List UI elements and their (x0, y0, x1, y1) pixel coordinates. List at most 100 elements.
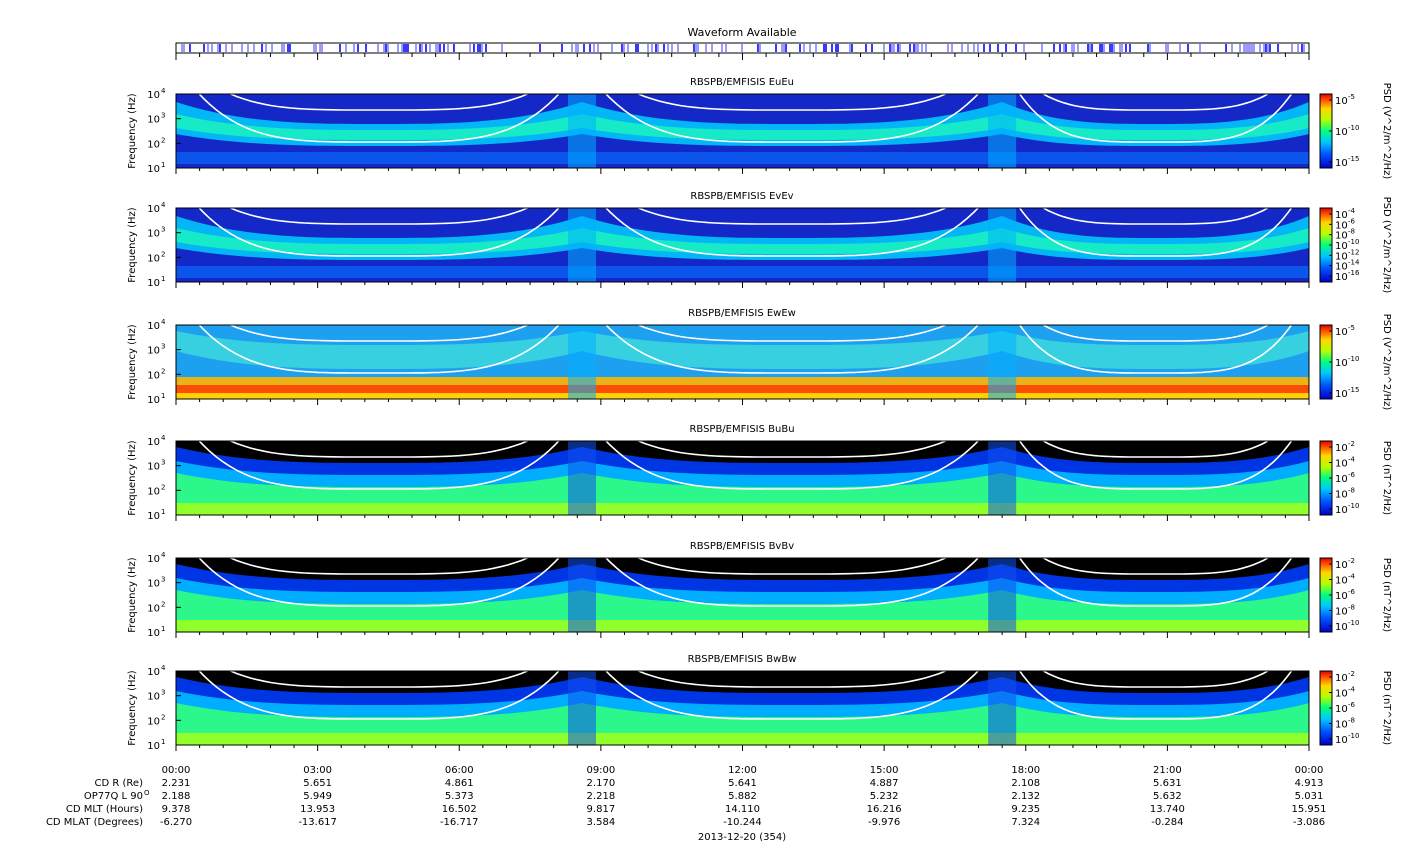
colorbar-tick-label: 10 (1335, 490, 1348, 501)
spectrogram-image (176, 558, 1309, 632)
colorbar-tick-exponent: -10 (1348, 355, 1359, 363)
colorbar-tick-label: 10 (1335, 210, 1348, 221)
cyclotron-line (636, 558, 948, 575)
colorbar-tick-exponent: -4 (1348, 573, 1356, 581)
time-tick-label: 09:00 (586, 765, 615, 776)
ephemeris-value: 5.651 (303, 778, 332, 789)
time-tick-label: 00:00 (162, 765, 191, 776)
cyclotron-line (604, 558, 980, 607)
colorbar-tick-label: 10 (1335, 251, 1348, 262)
y-tick-label: 10 (147, 462, 160, 473)
cyclotron-line (636, 94, 948, 111)
colorbar-tick-label: 10 (1335, 127, 1348, 138)
ephemeris-value: 5.949 (303, 791, 332, 802)
waveform-title: Waveform Available (687, 26, 796, 39)
colorbar-tick-exponent: -4 (1348, 686, 1356, 694)
cyclotron-line (1018, 325, 1293, 374)
ephemeris-value: -10.244 (723, 817, 762, 828)
waveform-availability-bar (175, 44, 1310, 60)
cyclotron-line (228, 94, 530, 111)
ephemeris-value: 13.740 (1150, 804, 1185, 815)
ephemeris-label: OP77Q L 90 (84, 791, 143, 802)
y-tick-exponent: 3 (161, 689, 165, 697)
y-axis-label: Frequency (Hz) (127, 557, 138, 633)
ephemeris-value: 4.887 (870, 778, 899, 789)
cyclotron-line (604, 325, 980, 374)
time-tick-label: 06:00 (445, 765, 474, 776)
cyclotron-line (228, 325, 530, 342)
y-tick-label: 10 (147, 321, 160, 332)
colorbar-tick-label: 10 (1335, 591, 1348, 602)
panel-title: RBSPB/EMFISIS EwEw (688, 308, 796, 319)
ephemeris-value: 5.373 (445, 791, 474, 802)
colorbar-tick-label: 10 (1335, 220, 1348, 231)
time-tick-label: 15:00 (870, 765, 899, 776)
y-tick-label: 10 (147, 486, 160, 497)
ephemeris-label-superscript: O (144, 789, 150, 797)
colorbar-tick-label: 10 (1335, 474, 1348, 485)
colorbar-tick-exponent: -10 (1348, 238, 1359, 246)
colorbar-tick-exponent: -8 (1348, 228, 1355, 236)
colorbar-tick-exponent: -5 (1348, 93, 1355, 101)
colorbar-tick-label: 10 (1335, 231, 1348, 242)
y-tick-exponent: 1 (161, 392, 165, 400)
colorbar-tick-label: 10 (1335, 576, 1348, 587)
ephemeris-value: -3.086 (1293, 817, 1325, 828)
y-tick-label: 10 (147, 229, 160, 240)
y-tick-label: 10 (147, 164, 160, 175)
colorbar-tick-exponent: -4 (1348, 207, 1356, 215)
colorbar-tick-exponent: -5 (1348, 324, 1355, 332)
spectrogram-image (176, 441, 1309, 515)
colorbar-tick-exponent: -14 (1348, 259, 1360, 267)
colorbar-tick-exponent: -10 (1348, 732, 1359, 740)
colorbar-tick-label: 10 (1335, 158, 1348, 169)
cyclotron-line (636, 671, 948, 688)
colorbar-tick-label: 10 (1335, 689, 1348, 700)
y-tick-label: 10 (147, 692, 160, 703)
colorbar-tick-label: 10 (1335, 459, 1348, 470)
ephemeris-value: 2.108 (1011, 778, 1040, 789)
cyclotron-line (198, 671, 560, 720)
ephemeris-value: -6.270 (160, 817, 192, 828)
y-tick-label: 10 (147, 278, 160, 289)
ephemeris-value: -13.617 (298, 817, 337, 828)
colorbar-tick-label: 10 (1335, 622, 1348, 633)
y-tick-exponent: 2 (161, 713, 165, 721)
cyclotron-line (1018, 441, 1293, 490)
y-tick-exponent: 2 (161, 367, 165, 375)
ephemeris-value: 9.817 (587, 804, 616, 815)
cyclotron-line (604, 671, 980, 720)
y-tick-exponent: 3 (161, 112, 165, 120)
date-label: 2013-12-20 (354) (698, 832, 786, 843)
y-tick-label: 10 (147, 511, 160, 522)
y-axis-label: Frequency (Hz) (127, 93, 138, 169)
cyclotron-line (1041, 208, 1270, 225)
y-tick-label: 10 (147, 579, 160, 590)
cyclotron-line (604, 441, 980, 490)
ephemeris-value: 4.861 (445, 778, 474, 789)
y-tick-label: 10 (147, 716, 160, 727)
y-tick-exponent: 1 (161, 738, 165, 746)
y-tick-exponent: 3 (161, 343, 165, 351)
y-tick-exponent: 2 (161, 136, 165, 144)
cyclotron-line (228, 671, 530, 688)
colorbar-tick-exponent: -16 (1348, 269, 1360, 277)
time-tick-label: 03:00 (303, 765, 332, 776)
panel-title: RBSPB/EMFISIS EuEu (690, 77, 794, 88)
ephemeris-label: CD R (Re) (95, 778, 144, 789)
colorbar-tick-exponent: -8 (1348, 717, 1355, 725)
panel-title: RBSPB/EMFISIS EvEv (690, 191, 793, 202)
colorbar-tick-label: 10 (1335, 241, 1348, 252)
colorbar-tick-label: 10 (1335, 443, 1348, 454)
ephemeris-value: 7.324 (1011, 817, 1040, 828)
ephemeris-value: 5.641 (728, 778, 757, 789)
cyclotron-line (1041, 558, 1270, 575)
y-tick-exponent: 3 (161, 459, 165, 467)
colorbar-label: PSD (nT^2/Hz) (1381, 441, 1392, 515)
colorbar-label: PSD (V^2/m^2/Hz) (1381, 197, 1392, 294)
cyclotron-line (604, 208, 980, 257)
y-tick-label: 10 (147, 204, 160, 215)
